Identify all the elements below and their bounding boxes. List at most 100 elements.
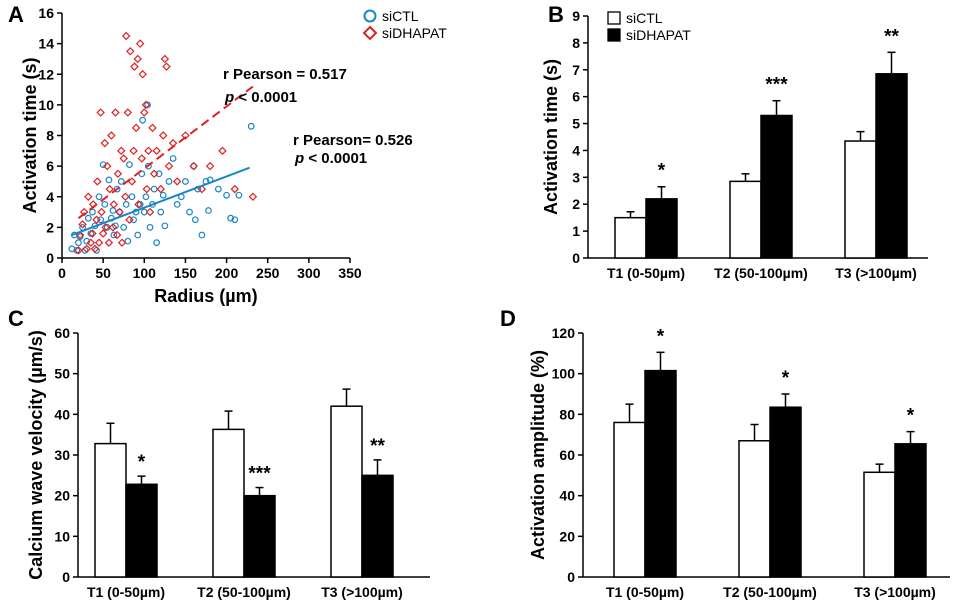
sictl-data-point [101, 201, 109, 208]
sictl-data-point [105, 176, 113, 184]
sidhapat-data-point [148, 123, 157, 133]
panel-a-x-tick-label: 150 [174, 265, 198, 281]
panel-d-significance-stars: * [657, 326, 665, 347]
sidhapat-data-point [108, 223, 118, 232]
panel-d-y-tick-label: 40 [559, 488, 575, 504]
sictl-data-point [128, 193, 136, 201]
sictl-data-point [165, 178, 173, 185]
panel-d-y-tick-label: 20 [559, 528, 575, 544]
panel-d-category-label: T1 (0-50µm) [606, 584, 684, 600]
legend-sictl-marker [363, 9, 377, 23]
sidhapat-data-point [162, 62, 171, 71]
sidhapat-data-point [101, 223, 110, 232]
sidhapat-data-point [98, 229, 108, 238]
sidhapat-data-point [78, 220, 87, 229]
sidhapat-data-point [141, 100, 151, 110]
sidhapat-data-point [79, 207, 89, 217]
sidhapat-data-point [105, 184, 114, 194]
panel-b-y-tick-label: 7 [572, 62, 580, 78]
sictl-data-point [205, 207, 212, 214]
panel-d-y-axis-title: Activation amplitude (%) [528, 350, 548, 560]
panel-c-sidhapat-bar [243, 494, 276, 578]
sictl-data-point [122, 201, 130, 208]
sictl-data-point [198, 231, 206, 239]
legend-sictl-swatch [607, 11, 621, 25]
sidhapat-data-point [248, 192, 258, 201]
panel-b-y-tick-label: 3 [572, 169, 580, 185]
panel-d-significance-stars: * [907, 406, 915, 427]
panel-d-y-tick-label: 60 [559, 447, 575, 463]
sidhapat-data-point [93, 177, 102, 186]
p-value-annotation: p < 0.0001 [294, 150, 367, 167]
legend-label: siDHAPAT [382, 25, 447, 41]
sidhapat-data-point [144, 146, 153, 156]
sidhapat-data-point [92, 215, 101, 224]
sictl-data-point [173, 201, 181, 208]
sidhapat-data-point [86, 238, 96, 247]
sictl-regression-line [71, 166, 250, 236]
sictl-data-point [191, 216, 199, 224]
sidhapat-data-point [88, 229, 97, 238]
sictl-data-point [117, 178, 125, 185]
sictl-data-point [139, 116, 147, 124]
sidhapat-data-point [145, 207, 155, 217]
sictl-data-point [76, 233, 84, 240]
panel-a-x-tick-label: 200 [215, 265, 239, 281]
sidhapat-data-point [129, 146, 138, 156]
panel-a-y-tick-label: 2 [46, 219, 54, 235]
panel-b-sictl-bar [729, 180, 762, 259]
panel-a-y-tick-label: 0 [46, 250, 54, 266]
panel-d-y-tick-label: 80 [559, 406, 575, 422]
sidhapat-data-point [189, 161, 198, 171]
panel-c-category-label: T1 (0-50µm) [87, 584, 165, 600]
sictl-data-point [150, 185, 158, 193]
sidhapat-data-point [135, 39, 145, 48]
panel-c-y-tick-label: 0 [62, 569, 70, 585]
sidhapat-data-point [123, 108, 133, 117]
panel-c-category-label: T3 (>100µm) [321, 584, 403, 600]
panel-c-sictl-bar [330, 405, 363, 578]
sidhapat-data-point [138, 70, 147, 79]
sidhapat-data-point [142, 184, 152, 194]
panel-c-y-tick-label: 40 [54, 406, 70, 422]
sidhapat-data-point [116, 146, 126, 156]
sictl-data-point [87, 230, 95, 237]
panel-a-y-tick-label: 8 [46, 128, 54, 144]
panel-c-sidhapat-bar [361, 474, 394, 578]
sidhapat-data-point [100, 138, 110, 148]
sidhapat-data-point [97, 207, 106, 217]
panel-b-label: B [548, 2, 564, 27]
sictl-data-point [134, 231, 142, 239]
panel-b-y-tick-label: 2 [572, 196, 580, 212]
panel-a-label: A [8, 2, 24, 27]
panel-d-sictl-bar [738, 440, 771, 578]
panel-b-category-label: T3 (>100µm) [835, 265, 917, 281]
sidhapat-data-point [205, 161, 215, 171]
sictl-data-point [235, 191, 243, 199]
sidhapat-data-point [90, 244, 100, 254]
sictl-data-point [89, 208, 96, 216]
sictl-data-point [97, 216, 105, 224]
panel-a-x-tick-label: 250 [256, 265, 280, 281]
sidhapat-data-point [111, 108, 120, 117]
sidhapat-data-point [149, 169, 159, 179]
panel-b-category-label: T1 (0-50µm) [607, 265, 685, 281]
sidhapat-data-point [84, 192, 93, 201]
panel-c-sictl-bar [94, 442, 127, 578]
panel-a-x-tick-label: 50 [95, 265, 111, 281]
sictl-data-point [247, 122, 255, 130]
sictl-data-point [223, 191, 230, 199]
sidhapat-data-point [172, 177, 182, 186]
panel-b-y-tick-label: 4 [572, 142, 580, 158]
legend-label: siCTL [382, 8, 419, 24]
panel-d-sidhapat-bar [769, 406, 802, 578]
panel-a-x-tick-label: 350 [338, 265, 362, 281]
p-value-symbol: p [294, 150, 304, 167]
panel-c-label: C [8, 306, 24, 331]
panel-b-y-axis-title: Activation time (s) [541, 59, 561, 215]
sictl-data-point [113, 185, 121, 193]
sidhapat-data-point [117, 238, 127, 247]
sidhapat-data-point [126, 47, 135, 56]
sidhapat-data-point [133, 54, 142, 64]
